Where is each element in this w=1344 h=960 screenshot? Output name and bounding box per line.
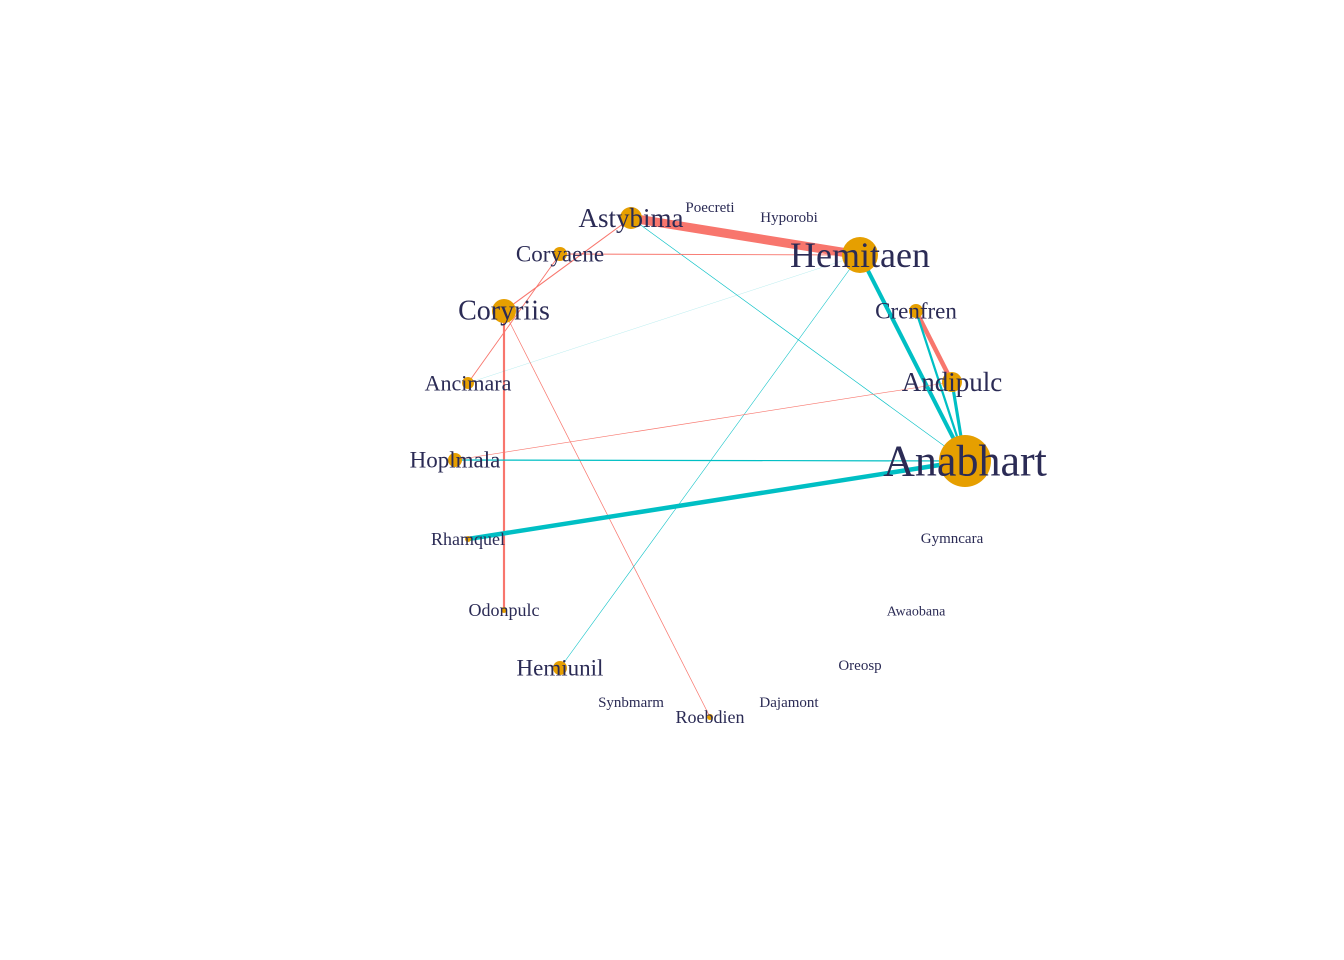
edge-hemitaen-anabhart [858, 254, 967, 462]
edge-layer [454, 213, 967, 718]
edge-crenfren-andipulc [913, 309, 955, 384]
edge-coryaene-ancimara [467, 253, 561, 384]
node-label-hemitaen: Hemitaen [790, 235, 930, 275]
node-hemiunil [553, 661, 567, 675]
node-rhamquel [465, 536, 471, 542]
edge-astybima-hemitaen [630, 213, 861, 260]
node-label-awaobana: Awaobana [887, 605, 946, 620]
node-label-poecreti: Poecreti [685, 200, 734, 216]
node-astybima [620, 207, 642, 229]
node-odonpulc [501, 607, 507, 613]
node-hemitaen [842, 237, 878, 273]
edge-coryriis-roebdien [503, 310, 711, 718]
node-label-crenfren: Crenfren [875, 299, 957, 324]
node-label-hyporobi: Hyporobi [760, 210, 818, 226]
node-label-astybima: Astybima [579, 203, 684, 233]
edge-astybima-anabhart [630, 217, 966, 462]
node-label-hemiunil: Hemiunil [517, 656, 604, 681]
node-label-oreosp: Oreosp [838, 658, 881, 674]
node-label-dajamont: Dajamont [759, 695, 819, 711]
edge-crenfren-anabhart [914, 310, 967, 462]
node-crenfren [909, 304, 923, 318]
node-ancimara [462, 377, 474, 389]
edge-ancimara-hemitaen [467, 254, 861, 384]
node-label-roebdien: Roebdien [676, 707, 745, 727]
node-andipulc [942, 372, 962, 392]
edge-hemitaen-hemiunil [559, 254, 861, 669]
edge-rhamquel-anabhart [467, 458, 966, 542]
node-label-ancimara: Ancimara [425, 371, 512, 396]
label-layer: Astybima Poecreti Hyporobi Hemitaen Coryaene… [410, 200, 1047, 727]
node-label-andipulc: Andipulc [902, 367, 1003, 397]
node-label-odonpulc: Odonpulc [469, 600, 540, 620]
node-coryriis [492, 299, 516, 323]
node-anabhart [939, 435, 991, 487]
node-roebdien [707, 714, 713, 720]
edge-hoplmala-anabhart [454, 459, 966, 462]
node-label-gymncara: Gymncara [921, 531, 984, 547]
node-label-hoplmala: Hoplmala [410, 448, 501, 473]
node-hoplmala [448, 453, 462, 467]
node-label-synbmarm: Synbmarm [598, 695, 664, 711]
node-label-anabhart: Anabhart [883, 437, 1047, 486]
edge-andipulc-hoplmala [454, 381, 953, 461]
node-coryaene [553, 247, 567, 261]
edge-coryaene-hemitaen [559, 253, 861, 256]
node-label-coryriis: Coryriis [458, 296, 550, 327]
node-layer [448, 207, 991, 720]
node-label-rhamquel: Rhamquel [431, 529, 505, 549]
node-label-coryaene: Coryaene [516, 242, 604, 267]
edge-astybima-coryriis [503, 217, 632, 312]
